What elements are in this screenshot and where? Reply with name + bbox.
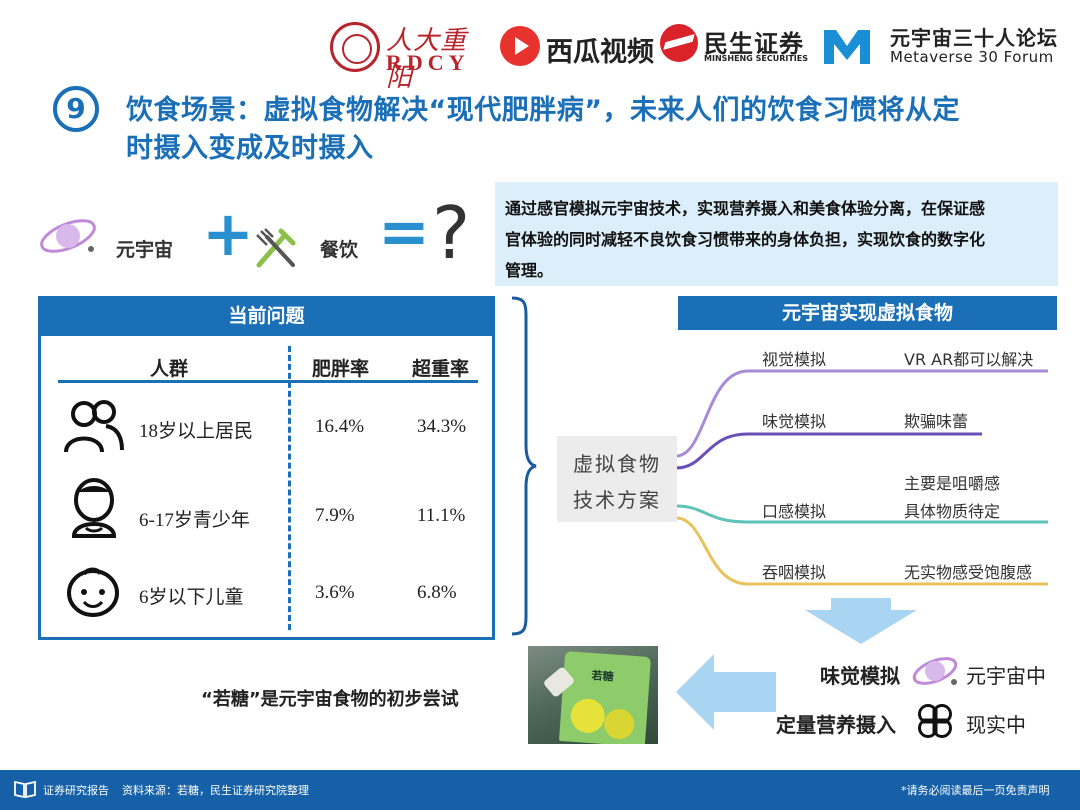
branch-texture-name: 口感模拟 bbox=[762, 502, 827, 521]
product-pouch: 若糖 bbox=[558, 651, 652, 744]
row-group-teenagers: 6-17岁青少年 bbox=[139, 510, 250, 531]
metaverse-m-icon bbox=[824, 30, 870, 64]
metaverse-forum-name-en: Metaverse 30 Forum bbox=[890, 48, 1054, 66]
footer-report-label: 证券研究报告 bbox=[43, 784, 109, 797]
equation-row: 元宇宙 + 餐饮 = ? bbox=[38, 197, 488, 275]
tech-solution-line-2: 技术方案 bbox=[573, 488, 661, 512]
logo-bar: 人大重阳 RDCY 西瓜视频 民生证券 MINSHENG SECURITIES … bbox=[330, 18, 1070, 93]
footer-source: 资料来源：若糖，民生证券研究院整理 bbox=[122, 784, 309, 797]
adults-icon bbox=[64, 400, 124, 453]
product-caption: “若糖”是元宇宙食物的初步尝试 bbox=[201, 689, 459, 710]
row-obesity-children: 3.6% bbox=[315, 582, 355, 603]
fork-knife-icon bbox=[256, 228, 296, 268]
column-header-group: 人群 bbox=[150, 358, 189, 380]
branch-visual-desc: VR AR都可以解决 bbox=[904, 350, 1034, 369]
column-header-overweight: 超重率 bbox=[412, 358, 470, 380]
summary-line: 官体验的同时减轻不良饮食习惯带来的身体负担，实现饮食的数字化 bbox=[505, 230, 986, 249]
legend-metaverse-label: 元宇宙中 bbox=[966, 664, 1046, 688]
row-obesity-adults: 16.4% bbox=[315, 416, 365, 437]
problems-table bbox=[38, 336, 495, 640]
branch-taste-desc: 欺骗味蕾 bbox=[904, 412, 969, 431]
metaverse-planet-icon bbox=[912, 657, 958, 685]
footer-disclaimer: *请务必阅读最后一页免责声明 bbox=[901, 784, 1050, 797]
virtual-food-header: 元宇宙实现虚拟食物 bbox=[678, 296, 1057, 330]
equation-question-mark: ? bbox=[432, 191, 471, 275]
problems-header: 当前问题 bbox=[38, 296, 495, 336]
rdcy-seal-icon bbox=[330, 22, 380, 72]
xigua-name: 西瓜视频 bbox=[546, 37, 654, 68]
page-title-line-2: 时摄入变成及时摄入 bbox=[126, 133, 374, 164]
clover-icon bbox=[918, 704, 952, 738]
product-pack-label: 若糖 bbox=[591, 669, 615, 684]
metaverse-forum-name-cn: 元宇宙三十人论坛 bbox=[890, 26, 1058, 50]
rdcy-name-en: RDCY bbox=[386, 50, 470, 75]
row-group-children: 6岁以下儿童 bbox=[139, 587, 244, 608]
column-divider bbox=[288, 346, 291, 630]
branch-visual-name: 视觉模拟 bbox=[762, 350, 827, 369]
page-title-line-1: 饮食场景：虚拟食物解决“现代肥胖病”，未来人们的饮食习惯将从定 bbox=[126, 95, 960, 126]
equation-term-dining: 餐饮 bbox=[320, 239, 359, 261]
summary-line: 管理。 bbox=[505, 261, 554, 280]
equation-term-metaverse: 元宇宙 bbox=[116, 239, 174, 261]
tech-solution-node: 虚拟食物 技术方案 bbox=[557, 436, 677, 522]
header-divider bbox=[58, 380, 478, 383]
rdcy-logo: 人大重阳 RDCY bbox=[330, 20, 490, 93]
branch-texture-desc-1: 主要是咀嚼感 bbox=[904, 474, 1001, 493]
right-brace-icon bbox=[511, 296, 537, 636]
minsheng-name-en: MINSHENG SECURITIES bbox=[704, 54, 808, 63]
section-number-badge: 9 bbox=[53, 86, 99, 132]
branch-swallow-desc: 无实物感受饱腹感 bbox=[904, 563, 1033, 582]
xigua-play-icon bbox=[500, 26, 540, 66]
summary-box: 通过感官模拟元宇宙技术，实现营养摄入和美食体验分离，在保证感 官体验的同时减轻不… bbox=[495, 182, 1058, 286]
legend-reality-label: 现实中 bbox=[966, 713, 1026, 737]
branch-taste-name: 味觉模拟 bbox=[762, 412, 827, 431]
row-obesity-teenagers: 7.9% bbox=[315, 505, 355, 526]
legend-nutrition-label: 定量营养摄入 bbox=[776, 713, 896, 737]
equation-equals: = bbox=[378, 195, 430, 268]
minsheng-name-cn: 民生证券 bbox=[704, 30, 804, 58]
tech-mindmap bbox=[676, 369, 1048, 586]
row-group-adults: 18岁以上居民 bbox=[139, 421, 254, 442]
rdcy-name-cn: 人大重阳 bbox=[386, 26, 468, 93]
book-icon bbox=[14, 780, 36, 798]
branch-swallow-name: 吞咽模拟 bbox=[762, 563, 827, 582]
pouch-decoration bbox=[569, 697, 606, 734]
product-photo: 若糖 bbox=[528, 646, 658, 744]
pouch-decoration bbox=[603, 708, 636, 741]
branch-texture-desc-2: 具体物质待定 bbox=[904, 502, 1001, 521]
row-overweight-children: 6.8% bbox=[417, 582, 457, 603]
left-arrow-icon bbox=[676, 654, 776, 730]
minsheng-mark-icon bbox=[660, 24, 698, 62]
summary-line: 通过感官模拟元宇宙技术，实现营养摄入和美食体验分离，在保证感 bbox=[505, 199, 986, 218]
equation-plus: + bbox=[202, 197, 254, 270]
teenager-icon bbox=[71, 478, 117, 538]
tech-solution-line-1: 虚拟食物 bbox=[573, 452, 661, 476]
footer-bar: 证券研究报告 资料来源：若糖，民生证券研究院整理 *请务必阅读最后一页免责声明 bbox=[0, 770, 1080, 810]
down-arrow-icon bbox=[805, 598, 917, 644]
metaverse-planet-icon bbox=[40, 219, 96, 253]
child-face-icon bbox=[67, 567, 119, 617]
column-header-obesity: 肥胖率 bbox=[312, 358, 370, 380]
legend-taste-label: 味觉模拟 bbox=[820, 664, 900, 688]
row-overweight-teenagers: 11.1% bbox=[417, 505, 466, 526]
row-overweight-adults: 34.3% bbox=[417, 416, 467, 437]
